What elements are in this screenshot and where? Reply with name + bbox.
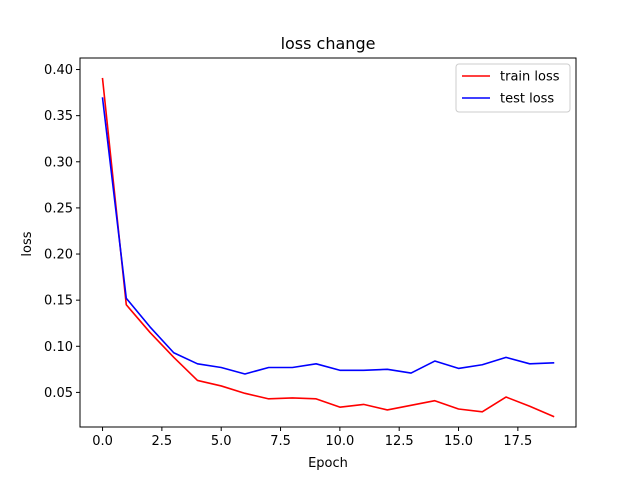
series-line-test-loss [101, 97, 555, 375]
legend: train loss test loss [455, 63, 571, 113]
y-tick-label: 0.40 [44, 63, 73, 78]
chart-title: loss change [281, 34, 376, 53]
y-axis-label: loss [20, 231, 35, 256]
x-tick-label: 0.0 [92, 434, 113, 449]
y-tick-label: 0.35 [44, 109, 73, 124]
y-tick-label: 0.20 [44, 248, 73, 263]
y-tick-label: 0.15 [44, 294, 73, 309]
y-axis-ticks: 0.05 0.10 0.15 0.20 0.25 0.30 0.35 0.40 [44, 63, 80, 401]
x-axis-ticks: 0.0 2.5 5.0 7.5 10.0 12.5 15.0 17.5 [92, 427, 532, 449]
x-tick-label: 10.0 [325, 434, 354, 449]
x-tick-label: 7.5 [270, 434, 291, 449]
x-tick-label: 15.0 [444, 434, 473, 449]
legend-label: test loss [500, 92, 554, 107]
series-layer [101, 77, 555, 418]
y-tick-label: 0.30 [44, 155, 73, 170]
x-tick-label: 12.5 [385, 434, 414, 449]
x-tick-label: 5.0 [211, 434, 232, 449]
y-tick-label: 0.05 [44, 386, 73, 401]
x-axis-label: Epoch [308, 456, 348, 471]
y-tick-label: 0.10 [44, 340, 73, 355]
axes-frame [79, 57, 577, 428]
legend-label: train loss [500, 70, 560, 85]
x-tick-label: 2.5 [152, 434, 173, 449]
series-line-train-loss [101, 77, 555, 418]
y-tick-label: 0.25 [44, 201, 73, 216]
x-tick-label: 17.5 [503, 434, 532, 449]
